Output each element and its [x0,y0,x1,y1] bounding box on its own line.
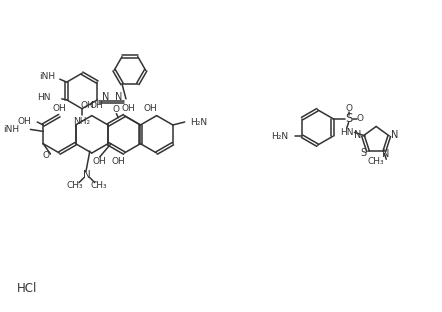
Text: O: O [357,114,364,123]
Text: S: S [345,112,352,125]
Text: N: N [381,149,389,159]
Text: OH: OH [80,101,94,110]
Text: N: N [115,92,123,102]
Text: OH: OH [144,104,158,113]
Text: HN: HN [340,128,353,137]
Text: N: N [354,130,362,140]
Text: N: N [83,170,91,180]
Text: OH: OH [93,158,107,166]
Text: N: N [102,92,109,102]
Text: OH: OH [18,116,31,125]
Text: OH: OH [111,158,125,166]
Text: H₂N: H₂N [271,132,288,141]
Text: O: O [42,152,49,160]
Text: OH: OH [90,101,103,110]
Text: OH: OH [121,104,135,113]
Text: OH: OH [53,104,66,113]
Text: HCl: HCl [17,282,38,295]
Text: iNH: iNH [39,72,55,81]
Text: CH₃: CH₃ [368,157,384,166]
Text: iNH: iNH [4,125,19,134]
Text: HN: HN [38,93,51,102]
Text: O: O [345,104,352,113]
Text: CH₃: CH₃ [67,181,84,190]
Text: O: O [113,105,120,114]
Text: H₂N: H₂N [191,118,208,126]
Text: S: S [360,149,366,158]
Text: NH₂: NH₂ [73,117,91,126]
Text: N: N [391,130,398,140]
Text: CH₃: CH₃ [90,181,107,190]
